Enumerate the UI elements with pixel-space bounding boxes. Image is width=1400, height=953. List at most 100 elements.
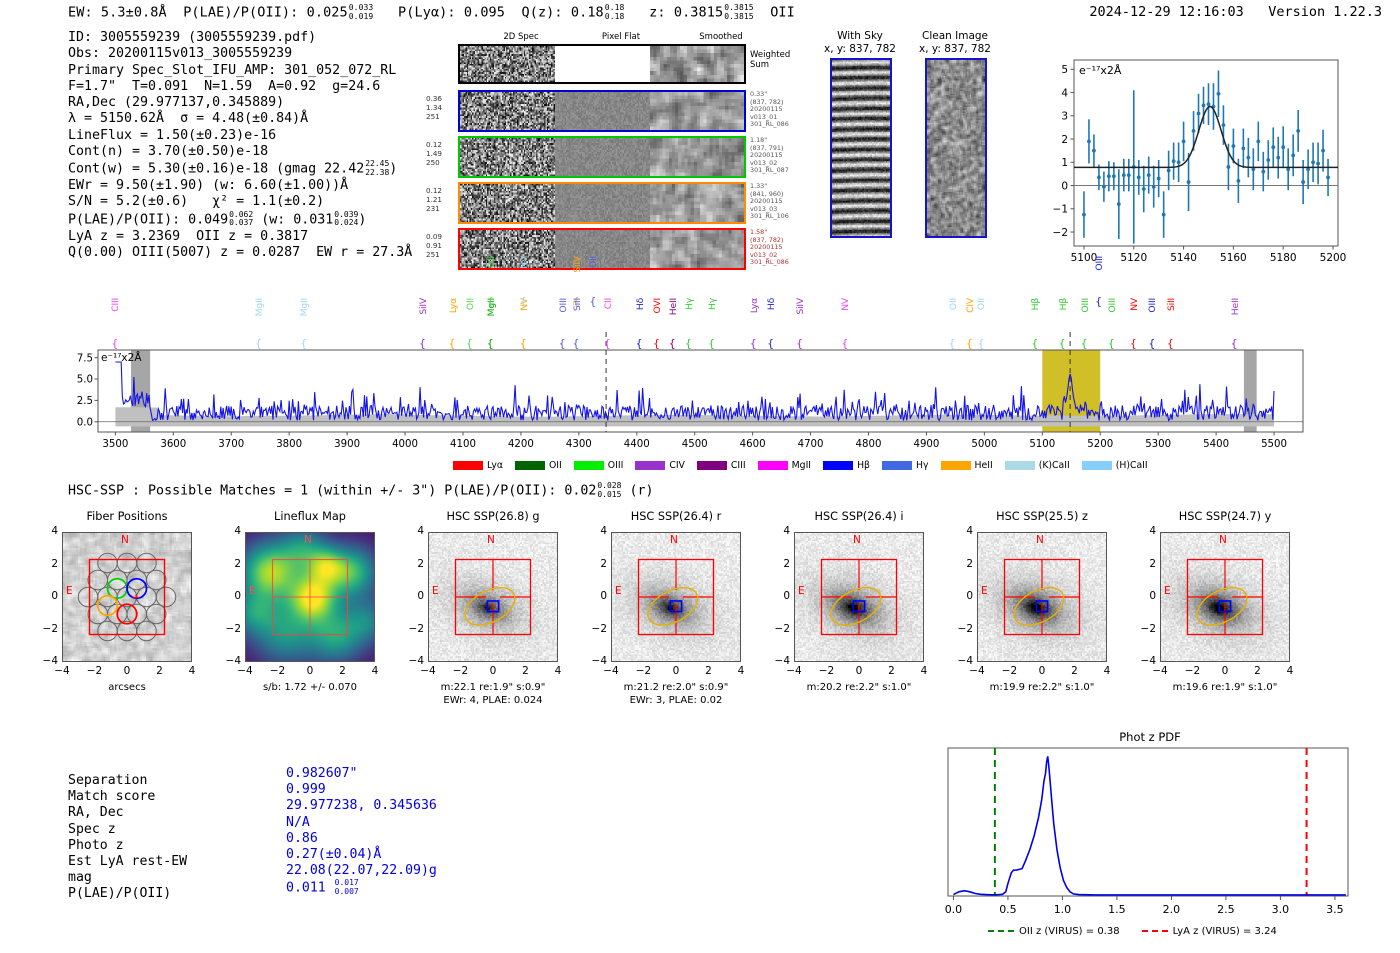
emission-line-label-1: MgII — [254, 298, 266, 317]
cutout-xtick-2-2: 0 — [489, 665, 497, 677]
svg-text:5200: 5200 — [1087, 439, 1113, 450]
emission-line-label-2: MgII — [299, 298, 311, 317]
timestamp: 2024-12-29 12:16:03 — [1089, 4, 1244, 20]
info-plae-post: ) — [358, 212, 367, 228]
emission-line-bracket-14: { — [603, 337, 611, 350]
cutout-xtick-6-1: −2 — [1184, 665, 1201, 677]
svg-text:3600: 3600 — [160, 439, 186, 450]
cutout-title-0: Fiber Positions — [86, 510, 168, 523]
cutout-xtick-6-0: −4 — [1152, 665, 1168, 677]
emission-line-label-17: HeII — [667, 298, 679, 316]
spec2d-ws-pixelflat — [555, 46, 650, 82]
spec2d-row-stats-3: 0.09 0.91 251 — [426, 232, 443, 259]
header-summary: EW: 5.3±0.8Å P(LAE)/P(OII): 0.0250.033 0.… — [68, 3, 795, 21]
emission-line-label-34: SiII — [1165, 298, 1177, 312]
emission-line-label-30: OIII — [1106, 298, 1118, 313]
cutout-ytick-1-3: −2 — [225, 622, 241, 635]
emission-line-bracket-29: { — [1080, 337, 1088, 350]
emission-line-label-10: OIII — [557, 298, 569, 313]
emission-line-bracket-35: { — [1230, 337, 1238, 350]
svg-text:5140: 5140 — [1170, 252, 1197, 264]
emission-line-label-20: Lyα — [748, 298, 760, 314]
cutout-ytick-0-2: 0 — [51, 590, 58, 602]
cutout-xtick-2-1: −2 — [452, 665, 469, 677]
cutout-caption2-2: EWr: 4, PLAE: 0.024 — [443, 695, 543, 706]
svg-text:5300: 5300 — [1145, 439, 1171, 450]
spec2d-2dspec-0 — [460, 92, 555, 130]
cutout-ytick-5-1: 2 — [966, 557, 973, 570]
legend-item-10: (H)CaII — [1081, 460, 1148, 471]
cutout-ytick-2-0: 4 — [417, 525, 424, 537]
emission-line-bracket-18: { — [684, 337, 692, 350]
emission-line-bracket-1: { — [255, 337, 263, 350]
cutout-ytick-5-4: −4 — [957, 655, 973, 667]
compass-e-3: E — [615, 585, 622, 597]
cutout-ytick-0-0: 4 — [51, 525, 58, 537]
photz-legend-label-0: OII z (VIRUS) = 0.38 — [1019, 926, 1120, 937]
match-value-2: 29.977238, 0.345636 — [286, 798, 437, 814]
cutout-title-1: Lineflux Map — [274, 510, 346, 523]
hscssp-header-lo: 0.015 — [597, 489, 622, 499]
emission-line-bracket-19: { — [708, 337, 716, 350]
svg-text:5100: 5100 — [1029, 439, 1055, 450]
cutout-xtick-0-0: −4 — [54, 665, 70, 677]
svg-text:4300: 4300 — [566, 439, 592, 450]
svg-text:5160: 5160 — [1220, 252, 1247, 264]
svg-text:5200: 5200 — [1320, 252, 1347, 264]
header-qz-value: 0.18 — [570, 4, 604, 21]
cutout-xtick-5-4: 4 — [1103, 665, 1111, 677]
cutout-ytick-2-3: −2 — [408, 622, 424, 635]
cutout-ytick-3-2: 0 — [600, 590, 607, 602]
legend-label-9: (K)CaII — [1038, 460, 1070, 471]
line-fit-plot: 5 4 3 2 1 0 −1 −2 5100 5120 5140 5160 5180 5200 e⁻¹⁷x2… — [1040, 56, 1364, 282]
legend-item-6: Hβ — [823, 460, 870, 471]
photz-legend-swatch-0 — [988, 930, 1014, 933]
svg-text:2: 2 — [1061, 134, 1068, 146]
match-value-1: 0.999 — [286, 782, 326, 798]
emission-line-label-13: OII — [588, 256, 600, 269]
legend-swatch-5 — [757, 461, 788, 470]
spec2d-smoothed-0 — [650, 92, 744, 130]
match-label-0: Separation — [68, 773, 148, 788]
header-qz-hi: 0.18 — [604, 3, 625, 12]
emission-line-bracket-6: { — [486, 337, 494, 350]
spec2d-row-meta-2: 1.33" (841, 960) 20200115 v013_03 301_RL_106 — [750, 182, 789, 221]
cutout-xtick-3-2: 0 — [672, 665, 680, 677]
cutout-ytick-0-3: −2 — [42, 622, 58, 635]
emission-line-label-15: Hδ — [634, 298, 646, 311]
cutout-xtick-1-4: 4 — [371, 665, 379, 677]
emission-line-bracket-25: { — [965, 337, 973, 350]
cutout-xtick-0-3: 2 — [156, 665, 163, 677]
legend-swatch-6 — [823, 461, 854, 470]
match-details-table: Separation 0.982607" Match score 0.999 RA, D… — [68, 766, 588, 903]
spectrum-legend: Lyα OII OIII CIV CIII MgII Hβ Hγ HeII (K)CaII (H)C… — [453, 460, 1160, 471]
emission-line-label-7: OII — [485, 256, 497, 269]
emission-line-label-23: NV — [840, 298, 852, 311]
emission-line-bracket-21: { — [767, 337, 775, 350]
cutout-caption1-6: m:19.6 re:1.9" s:1.0" — [1172, 682, 1278, 693]
cutout-xtick-0-1: −2 — [86, 665, 103, 677]
emission-line-label-12: SiII — [571, 298, 583, 312]
spec2d-column-header-1: Pixel Flat — [601, 32, 641, 42]
info-lambda: λ = 5150.62Å σ = 4.48(±0.84)Å — [68, 111, 309, 127]
info-obs: Obs: 20200115v013_3005559239 — [68, 46, 293, 62]
spec2d-pixelflat-2 — [555, 184, 650, 222]
cutout-caption1-5: m:19.9 re:2.2" s:1.0" — [989, 682, 1095, 693]
info-redshifts: LyA z = 3.2369 OII z = 0.3817 — [68, 228, 309, 244]
legend-label-4: CIII — [730, 460, 746, 471]
emission-line-label-16: OVI — [652, 298, 664, 314]
info-id: ID: 3005559239 (3005559239.pdf) — [68, 30, 317, 45]
info-plae-w-lo: 0.024 — [334, 218, 359, 228]
cutout-ytick-3-4: −4 — [591, 655, 607, 667]
cutout-ytick-5-0: 4 — [966, 525, 973, 537]
header-plya: P(Lyα): 0.095 — [398, 4, 506, 21]
compass-e-6: E — [1164, 585, 1171, 597]
legend-label-5: MgII — [791, 460, 812, 471]
cutout-title-6: HSC SSP(24.7) y — [1178, 510, 1272, 523]
photz-pdf-plot: Phot z PDF 0.0 0.5 1.0 1.5 2.0 2.5 3.0 3.5 OII z … — [930, 730, 1370, 948]
emission-line-bracket-0: { — [111, 337, 119, 350]
legend-swatch-1 — [514, 461, 545, 470]
svg-text:e⁻¹⁷x2Å: e⁻¹⁷x2Å — [101, 351, 142, 364]
header-qz-lo: 0.18 — [604, 11, 625, 21]
cutout-xtick-3-3: 2 — [705, 665, 712, 677]
